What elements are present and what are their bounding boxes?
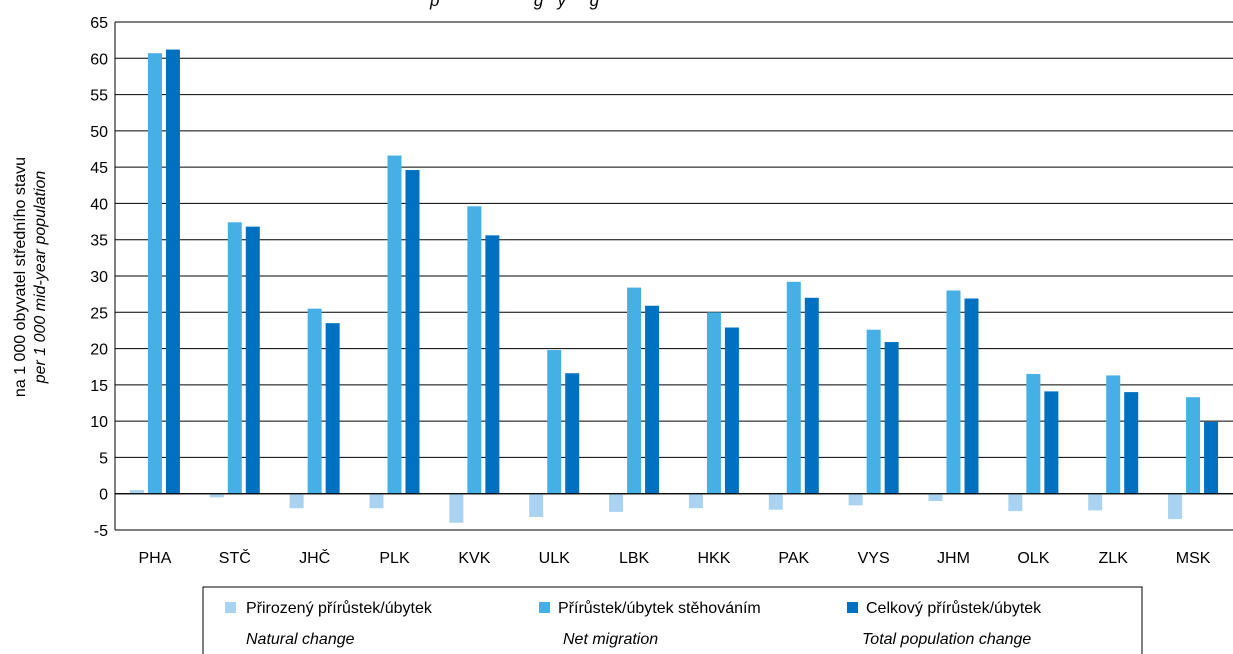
bar-migration — [387, 155, 402, 494]
y-tick-label: 25 — [90, 305, 108, 322]
legend-label-migration-en: Net migration — [563, 631, 658, 648]
x-tick-label: VYS — [858, 550, 890, 567]
bar-migration — [1106, 375, 1121, 494]
bar-total — [1044, 391, 1059, 494]
y-tick-label: 40 — [90, 196, 108, 213]
chart-title-fragment: p g y g — [429, 0, 600, 10]
y-tick-label: -5 — [94, 523, 108, 540]
bar-migration — [1186, 397, 1201, 494]
bar-migration — [227, 222, 242, 494]
y-tick-label: 50 — [90, 124, 108, 141]
y-tick-label: 35 — [90, 233, 108, 250]
y-tick-label: 5 — [99, 450, 108, 467]
y-tick-label: 15 — [90, 378, 108, 395]
bar-total — [724, 327, 739, 494]
bar-total — [964, 298, 979, 494]
x-tick-labels: PHA STČ JHČ PLK KVK ULK LBK HKK PAK VYS JHM OLK ZLK M… — [138, 548, 1210, 567]
y-tick-label: 0 — [99, 487, 108, 504]
bar-migration — [946, 290, 961, 494]
x-tick-label: MSK — [1176, 550, 1211, 567]
bar-total — [1204, 421, 1219, 494]
bar-natural — [289, 493, 304, 509]
bar-total — [165, 49, 180, 494]
legend-swatch-migration — [539, 602, 550, 613]
x-tick-label: LBK — [619, 550, 650, 567]
y-tick-label: 55 — [90, 88, 108, 105]
x-tick-label: PLK — [379, 550, 410, 567]
bar-migration — [866, 329, 881, 494]
bar-natural — [1088, 493, 1103, 511]
bar-migration — [547, 350, 562, 494]
legend-label-total: Celkový přírůstek/úbytek — [866, 599, 1042, 617]
bars — [129, 49, 1219, 523]
bar-migration — [706, 312, 721, 494]
legend-frame — [202, 586, 1143, 654]
bar-natural — [1168, 493, 1183, 520]
bar-migration — [786, 281, 801, 494]
bar-natural — [529, 493, 544, 517]
y-axis-title-en: per 1 000 mid-year population — [32, 171, 49, 385]
x-tick-label: STČ — [219, 548, 251, 567]
bar-total — [485, 235, 500, 494]
bar-natural — [688, 493, 703, 509]
bar-migration — [1026, 373, 1041, 494]
y-tick-label: 45 — [90, 160, 108, 177]
bar-total — [325, 323, 340, 494]
bar-total — [245, 226, 260, 494]
legend-label-total-en: Total population change — [862, 631, 1031, 648]
legend: Přirozený přírůstek/úbytek Natural chang… — [202, 586, 1143, 654]
bar-natural — [848, 493, 863, 506]
bar-natural — [1008, 493, 1023, 512]
y-axis-title: na 1 000 obyvatel středního stavu — [12, 157, 29, 397]
bar-natural — [129, 490, 144, 494]
bar-total — [1124, 392, 1139, 494]
x-tick-label: HKK — [697, 550, 730, 567]
bar-natural — [928, 493, 943, 501]
bar-natural — [768, 493, 783, 510]
x-tick-label: JHM — [937, 550, 970, 567]
bar-total — [804, 297, 819, 494]
bar-natural — [209, 493, 224, 498]
bar-natural — [609, 493, 624, 512]
x-tick-label: ZLK — [1099, 550, 1129, 567]
y-tick-label: 65 — [90, 15, 108, 32]
x-tick-label: PHA — [138, 550, 171, 567]
x-tick-label: ULK — [539, 550, 570, 567]
y-tick-label: 10 — [90, 414, 108, 431]
y-tick-label: 30 — [90, 269, 108, 286]
legend-label-natural-en: Natural change — [246, 631, 355, 648]
bar-total — [645, 305, 660, 494]
y-tick-labels: -5 0 5 10 15 20 25 30 35 40 45 50 55 60 65 — [90, 15, 108, 540]
x-tick-label: JHČ — [299, 548, 330, 567]
bar-natural — [369, 493, 384, 509]
legend-label-natural: Přirozený přírůstek/úbytek — [246, 599, 433, 617]
bar-migration — [147, 53, 162, 494]
x-tick-label: KVK — [458, 550, 490, 567]
x-tick-label: PAK — [778, 550, 809, 567]
x-tick-label: OLK — [1017, 550, 1049, 567]
bar-natural — [449, 493, 464, 523]
legend-label-migration: Přírůstek/úbytek stěhováním — [558, 599, 761, 617]
legend-swatch-total — [847, 602, 858, 613]
gridlines — [115, 21, 1233, 531]
bar-migration — [627, 287, 642, 494]
bar-migration — [467, 206, 482, 494]
y-tick-label: 60 — [90, 51, 108, 68]
bar-total — [405, 170, 420, 494]
y-tick-label: 20 — [90, 342, 108, 359]
bar-migration — [307, 308, 322, 494]
axes — [114, 22, 1233, 530]
bar-total — [565, 373, 580, 494]
legend-swatch-natural — [225, 602, 236, 613]
bar-total — [884, 342, 899, 494]
